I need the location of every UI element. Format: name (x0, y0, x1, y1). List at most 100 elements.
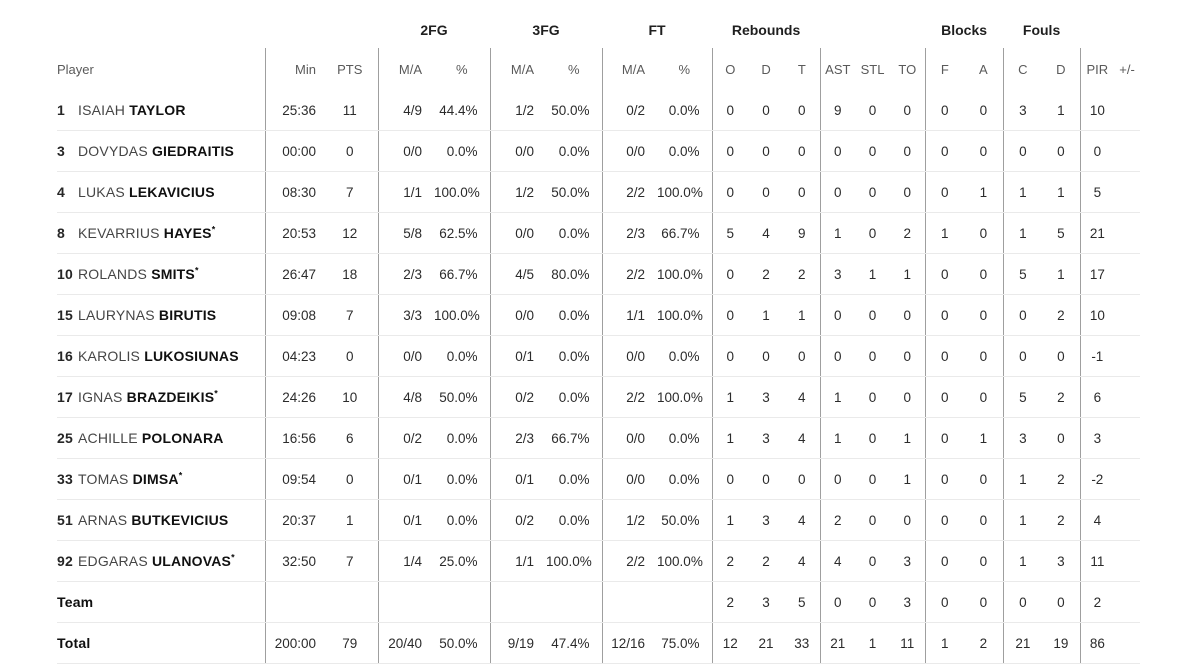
stat-cell: 0.0% (546, 130, 603, 172)
stat-cell (434, 581, 491, 623)
stat-cell: 66.7% (657, 212, 713, 254)
column-header-blocks-f: F (924, 48, 965, 90)
stat-cell: 3 (819, 253, 856, 295)
stat-cell: 12 (322, 212, 378, 254)
player-number: 25 (57, 430, 73, 446)
stat-cell: 0 (784, 458, 821, 500)
stat-cell: -2 (1079, 458, 1115, 500)
stat-cell: 1 (711, 376, 749, 418)
stat-cell: 3 (890, 581, 926, 623)
stat-cell: 0.0% (657, 458, 713, 500)
stat-cell: 0 (855, 458, 891, 500)
stat-cell: 0 (890, 294, 926, 336)
stat-cell: 0 (855, 212, 891, 254)
spacer (820, 12, 925, 48)
stat-cell (1114, 335, 1141, 377)
stat-cell: 0 (855, 376, 891, 418)
player-name-cell: 92 EDGARAS ULANOVAS* (57, 540, 265, 582)
stat-cell: 6 (1079, 376, 1115, 418)
stat-cell: 0 (855, 540, 891, 582)
player-first-name: ISAIAH (78, 102, 126, 118)
group-header-row: 2FG 3FG FT Rebounds Blocks Fouls (57, 12, 1140, 48)
stat-cell: 21 (1079, 212, 1115, 254)
stat-cell: 79 (322, 622, 378, 664)
stat-cell: 0/2 (377, 417, 434, 459)
stat-cell: 0 (855, 417, 891, 459)
stat-cell: 3 (1042, 540, 1081, 582)
stat-cell: 100.0% (657, 253, 713, 295)
stat-cell: 1 (1002, 540, 1043, 582)
column-header-ast: AST (819, 48, 856, 90)
stat-cell: 0.0% (546, 376, 603, 418)
column-header-fouls-c: C (1002, 48, 1043, 90)
stat-cell: 100.0% (434, 171, 491, 213)
stat-cell: 0 (748, 130, 785, 172)
stat-cell: 66.7% (434, 253, 491, 295)
stat-cell: 0 (1002, 335, 1043, 377)
stat-cell: 1 (1002, 458, 1043, 500)
stat-cell: 3 (748, 376, 785, 418)
stat-cell: 0/0 (489, 130, 547, 172)
stat-cell: 2 (784, 253, 821, 295)
stat-cell: 0 (711, 458, 749, 500)
stat-cell: 7 (322, 540, 378, 582)
player-name-cell: 8 KEVARRIUS HAYES* (57, 212, 265, 254)
starter-asterisk: * (214, 388, 218, 399)
stat-cell: 3 (890, 540, 926, 582)
stat-cell: 0 (819, 335, 856, 377)
stat-cell: 4 (784, 540, 821, 582)
stat-cell: 66.7% (546, 417, 603, 459)
stat-cell: 11 (1079, 540, 1115, 582)
stat-cell: 1 (784, 294, 821, 336)
column-header-pts: PTS (337, 61, 363, 77)
stat-cell (1114, 253, 1141, 295)
stat-cell: 100.0% (657, 376, 713, 418)
stat-cell (1114, 130, 1141, 172)
player-last-name: TAYLOR (129, 102, 186, 118)
stat-cell: 0 (748, 90, 785, 131)
stat-cell (1114, 90, 1141, 131)
stat-cell: 10 (1079, 294, 1115, 336)
starter-asterisk: * (231, 552, 235, 563)
stat-cell: 0/0 (601, 417, 658, 459)
stat-cell (1114, 376, 1141, 418)
player-last-name: GIEDRAITIS (151, 143, 235, 159)
stat-cell: 0 (924, 581, 965, 623)
stat-cell: 0/0 (489, 294, 547, 336)
column-header-reb-d: D (761, 61, 771, 77)
stat-cell: 1 (1002, 499, 1043, 541)
stat-cell (1114, 499, 1141, 541)
column-header-fouls-d: D (1056, 61, 1066, 77)
table-row-total: Total 200:00 79 20/40 50.0% 9/19 47.4% 12/16 75.… (57, 622, 1141, 664)
stat-cell (601, 581, 658, 623)
player-name-cell: 1 ISAIAH TAYLOR (57, 90, 265, 131)
player-first-name: ROLANDS (78, 266, 148, 282)
table-row-team: Team 2 3 5 0 0 3 0 0 0 0 2 (57, 581, 1141, 623)
player-first-name: LAURYNAS (78, 307, 155, 323)
stat-cell: 0 (855, 130, 891, 172)
stat-cell: 0.0% (546, 458, 603, 500)
column-header-plusminus: +/- (1119, 61, 1135, 77)
stat-cell: 12 (711, 622, 749, 664)
stat-cell: 100.0% (546, 540, 603, 582)
stat-cell: 21 (748, 622, 785, 664)
stat-cell: 11 (322, 90, 378, 131)
player-number: 4 (57, 184, 65, 200)
stat-cell: 0 (964, 294, 1004, 336)
stat-cell: 0 (964, 458, 1004, 500)
stat-cell (322, 581, 378, 623)
stat-cell: 10 (1079, 90, 1115, 131)
stat-cell: 0 (890, 376, 926, 418)
stat-cell: 16:56 (264, 417, 322, 459)
player-first-name: EDGARAS (78, 553, 148, 569)
spacer (1080, 12, 1140, 48)
stat-cell: 3 (1002, 90, 1043, 131)
starter-asterisk: * (178, 470, 183, 481)
stat-cell: 0/1 (489, 458, 547, 500)
stat-cell: 2 (711, 540, 749, 582)
stat-cell: 0.0% (434, 335, 491, 377)
stat-cell: 0 (855, 294, 891, 336)
player-name-cell: 51 ARNAS BUTKEVICIUS (57, 499, 265, 541)
player-name-cell: Team (57, 581, 265, 623)
stat-cell: 25:36 (264, 90, 322, 131)
